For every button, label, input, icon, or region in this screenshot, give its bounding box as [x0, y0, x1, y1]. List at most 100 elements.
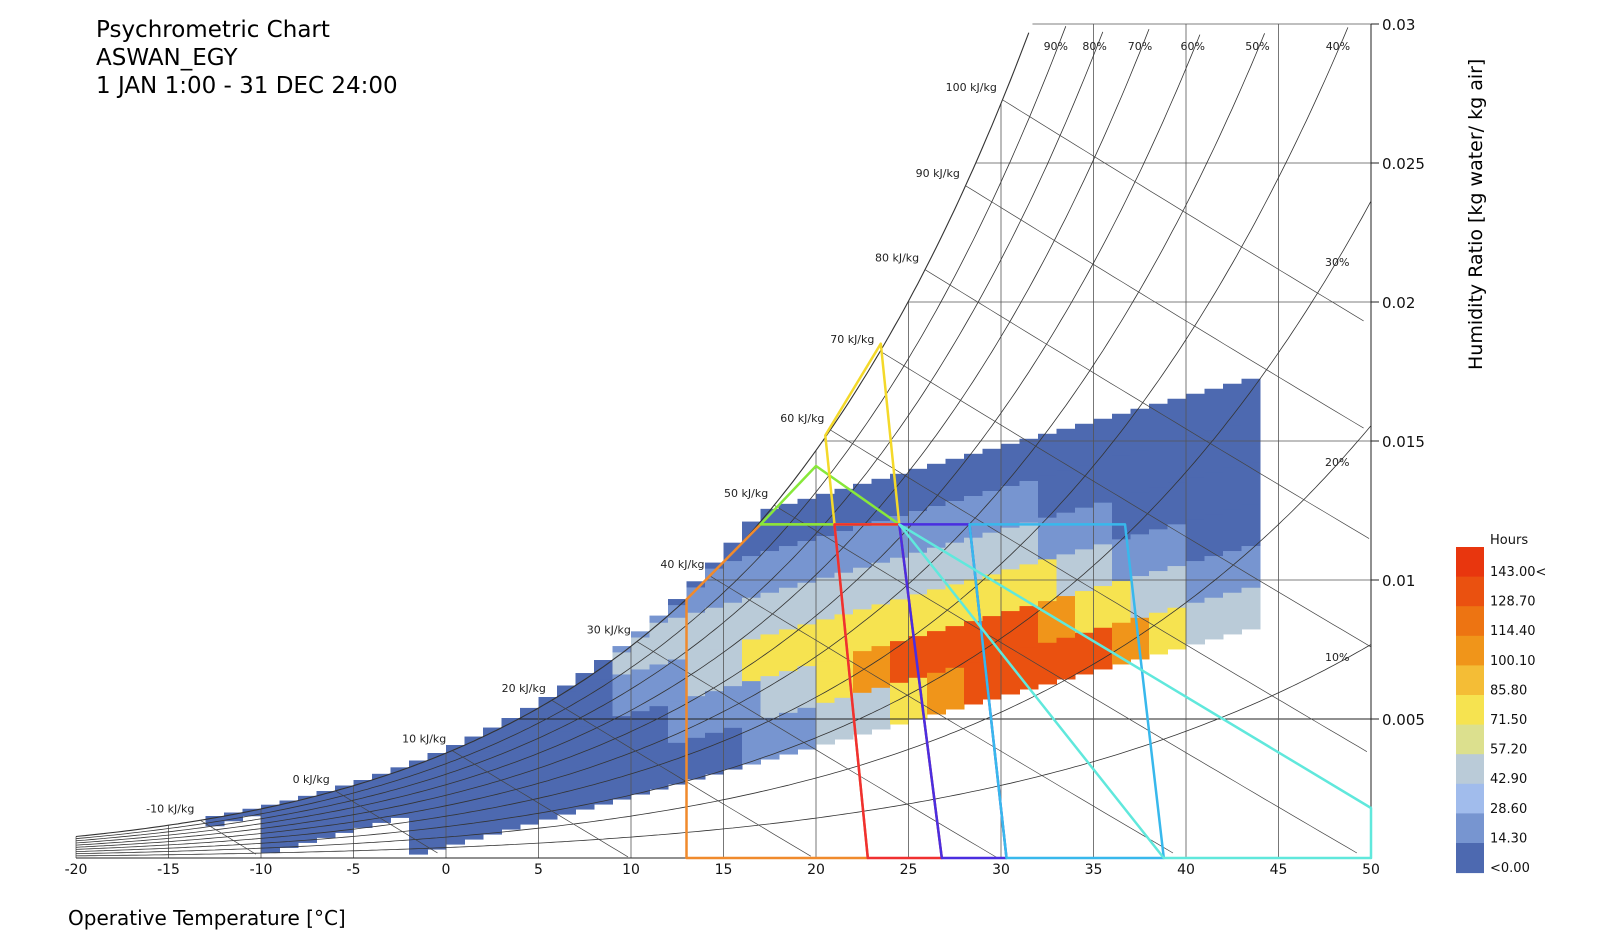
heatmap-cell: [1019, 647, 1039, 690]
heatmap-cell: [1204, 513, 1224, 557]
heatmap-cell: [1167, 440, 1187, 483]
heatmap-cell: [279, 800, 299, 807]
rh-curve-label: 80%: [1082, 40, 1106, 53]
heatmap-cell: [612, 757, 632, 800]
heatmap-cell: [594, 720, 613, 763]
heatmap-cell: [779, 545, 798, 588]
heatmap-cell: [575, 683, 595, 727]
heatmap-cell: [1001, 527, 1020, 570]
heatmap-cell: [964, 453, 983, 496]
heatmap-cell: [1093, 418, 1113, 461]
heatmap-cell: [890, 640, 909, 683]
chart-labels: 0.005 0.01 0.015 0.02 0.025 0.03 -20 -15 -10 -5 0 5…: [65, 16, 1425, 878]
heatmap-cell: [945, 542, 965, 585]
heatmap-cell: [631, 631, 650, 638]
heatmap-cell: [483, 750, 502, 793]
heatmap-cell: [982, 490, 1002, 533]
heatmap-cell: [1056, 428, 1076, 471]
heatmap-cell: [1075, 632, 1094, 675]
rh-curve-label: 90%: [1044, 40, 1068, 53]
heatmap-cell: [1149, 612, 1168, 655]
heatmap-cell: [1241, 378, 1261, 421]
heatmap-cell: [520, 740, 539, 783]
heatmap-cell: [668, 617, 687, 660]
heatmap-cell: [760, 592, 780, 635]
x-tick-label: 35: [1085, 862, 1103, 878]
heatmap-cell: [1075, 548, 1094, 592]
heatmap-cell: [1112, 538, 1131, 582]
enthalpy-line: [551, 700, 811, 857]
heatmap-cell: [779, 628, 798, 672]
heatmap-cell: [1112, 580, 1131, 623]
heatmap-cell: [520, 782, 539, 825]
heatmap-cell: [834, 697, 854, 740]
heatmap-cell: [1149, 487, 1168, 530]
heatmap-cell: [1093, 627, 1113, 670]
heatmap-cell: [1019, 438, 1039, 481]
rh-curve: [75, 26, 1067, 840]
heatmap-cell: [1186, 477, 1205, 520]
enthalpy-label: 40 kJ/kg: [660, 558, 704, 571]
heatmap-cell: [594, 762, 613, 805]
heatmap-cell: [501, 718, 521, 725]
heatmap-cell: [834, 488, 854, 532]
heatmap-cell: [631, 752, 650, 795]
heatmap-cell: [557, 730, 576, 773]
enthalpy-label: 30 kJ/kg: [587, 624, 631, 637]
x-tick-label: 45: [1270, 862, 1288, 878]
rh-curve: [75, 32, 1030, 838]
legend-label: 100.10: [1490, 654, 1536, 669]
heatmap-cell: [1130, 408, 1150, 451]
heatmap-cell: [1038, 600, 1057, 643]
heatmap-cell: [1223, 467, 1242, 510]
heatmap-cell: [908, 635, 928, 678]
heatmap-cell: [501, 745, 521, 788]
y-tick-label: 0.03: [1382, 16, 1415, 34]
rh-curve: [75, 33, 1265, 848]
heatmap-cell: [742, 638, 761, 682]
legend-swatch: [1456, 695, 1484, 726]
heatmap-cell: [705, 690, 724, 733]
heatmap-cell: [945, 458, 965, 501]
heatmap-cell: [686, 612, 706, 655]
heatmap-cell: [575, 725, 595, 768]
heatmap-cell: [945, 667, 965, 710]
heatmap-cell: [1056, 470, 1076, 513]
legend-label: 114.40: [1490, 624, 1536, 639]
heatmap-cell: [612, 646, 632, 675]
heatmap-cell: [1186, 435, 1205, 478]
heatmap-cell: [1001, 485, 1020, 528]
legend-label: 143.00<: [1490, 565, 1546, 580]
heatmap-cell: [871, 603, 891, 647]
heatmap-cell: [927, 630, 946, 673]
heatmap-cell: [1149, 403, 1168, 446]
heatmap-cell: [1186, 560, 1205, 603]
x-tick-label: 5: [534, 862, 543, 878]
enthalpy-label: 80 kJ/kg: [875, 251, 919, 264]
legend-label: 85.80: [1490, 683, 1527, 698]
heatmap-cell: [1038, 517, 1057, 560]
heatmap-cell: [1019, 605, 1039, 648]
heatmap-cell: [908, 552, 928, 595]
enthalpy-line: [924, 269, 1370, 539]
enthalpy-line: [200, 820, 256, 855]
heatmap-cell: [797, 623, 817, 667]
heatmap-cell: [927, 588, 946, 632]
x-axis-label: Operative Temperature [°C]: [68, 906, 346, 930]
heatmap-cell: [501, 787, 521, 830]
heatmap-cell: [742, 680, 761, 723]
chart-title: Psychrometric Chart ASWAN_EGY 1 JAN 1:00…: [96, 16, 398, 100]
heatmap-cell: [594, 660, 613, 667]
heatmap-cell: [1204, 472, 1224, 515]
x-tick-label: -5: [347, 862, 361, 878]
rh-curve: [75, 644, 1372, 857]
legend-title: Hours: [1490, 533, 1528, 548]
heatmap-cell: [705, 648, 724, 692]
heatmap-cell: [316, 791, 336, 798]
legend-label: <0.00: [1490, 861, 1530, 876]
comfort-polygon: [898, 523, 1373, 860]
heatmap-cell: [1001, 652, 1020, 695]
heatmap-cell: [908, 468, 928, 511]
legend-swatch: [1456, 843, 1484, 874]
